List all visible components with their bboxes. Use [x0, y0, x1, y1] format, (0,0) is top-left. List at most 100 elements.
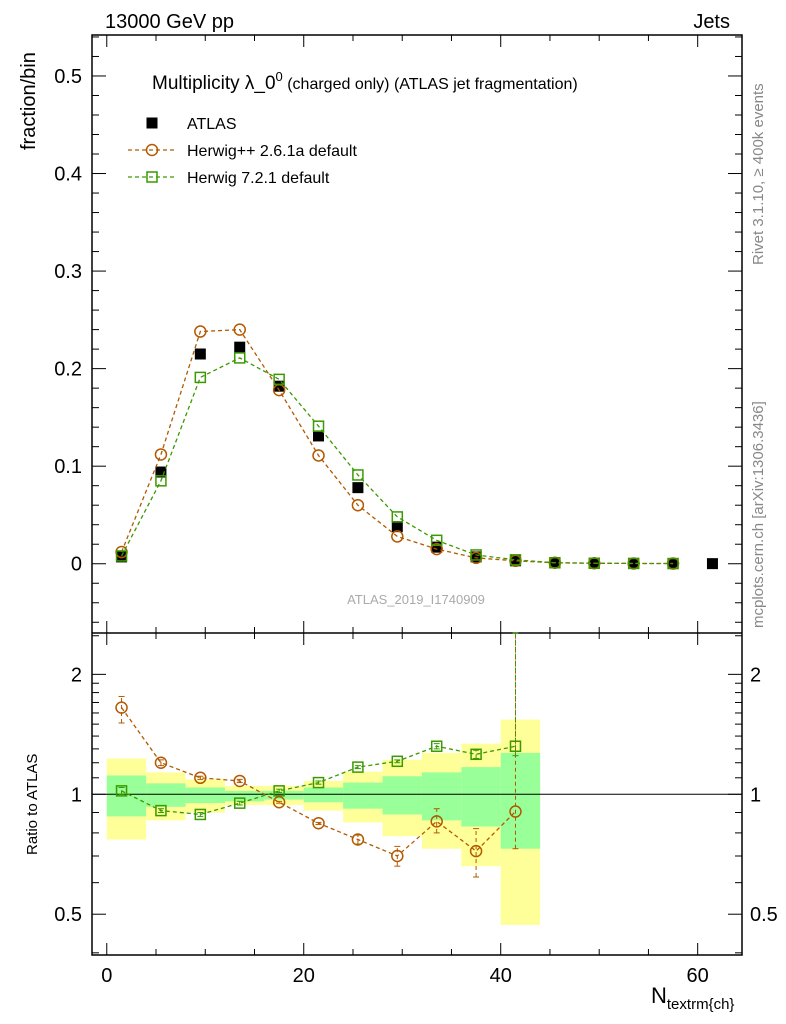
ratio-y-tick-label: 1	[71, 784, 82, 806]
point-herwig-7-2-1-default	[667, 557, 679, 570]
ratio-y-tick-label: 2	[71, 664, 82, 686]
legend-marker	[146, 117, 158, 129]
ratio-point-herwig-2-6-1a-default	[509, 805, 522, 818]
frame	[91, 34, 743, 956]
ratio-point-herwig-7-2-1-default	[509, 740, 522, 752]
point-herwig-7-2-1-default	[391, 511, 404, 523]
point-herwig-7-2-1-default	[588, 557, 601, 569]
x-tick-label: 60	[687, 965, 709, 987]
ratio-point-herwig-2-6-1a-default	[115, 701, 128, 714]
header-left: 13000 GeV pp	[105, 11, 234, 33]
ratio-y-tick-label-right: 0.5	[750, 904, 778, 926]
x-axis-label: Ntextrm{ch}	[651, 983, 734, 1013]
point-herwig-7-2-1-default	[194, 371, 207, 384]
ratio-point-herwig-7-2-1-default	[194, 808, 207, 821]
point-herwig-7-2-1-default	[233, 352, 246, 364]
band-green	[185, 787, 225, 804]
ratio-point-herwig-7-2-1-default	[470, 748, 482, 761]
ratio-point-herwig-7-2-1-default	[312, 776, 325, 789]
header-right: Jets	[693, 11, 730, 33]
point-herwig-7-2-1-default	[430, 534, 443, 547]
point-herwig-2-6-1a-default	[233, 323, 246, 336]
y-axis-label: fraction/bin	[18, 52, 40, 150]
ratio-point-herwig-2-6-1a-default	[272, 796, 286, 809]
ratio-point-herwig-2-6-1a-default	[233, 774, 246, 788]
point-herwig-2-6-1a-default	[312, 449, 325, 462]
band-green	[461, 767, 501, 827]
point-herwig-7-2-1-default	[352, 469, 364, 481]
ratio-y-axis-label: Ratio to ATLAS	[24, 754, 41, 855]
point-atlas	[509, 555, 521, 567]
point-herwig-2-6-1a-default	[351, 498, 365, 512]
y-tick-label: 0.1	[54, 456, 82, 478]
legend: ATLAS Herwig++ 2.6.1a default Herwig 7.2.1…	[128, 116, 357, 187]
ratio-point-herwig-7-2-1-default	[352, 761, 364, 773]
x-tick-label: 0	[101, 965, 112, 987]
point-atlas	[391, 521, 403, 533]
line-herwig-7-2-1-default	[120, 357, 674, 565]
mcplots-label: mcplots.cern.ch [arXiv:1306.3436]	[750, 401, 767, 628]
rivet-label: Rivet 3.1.10, ≥ 400k events	[750, 83, 767, 265]
y-tick-label: 0.4	[54, 164, 82, 186]
ratio-point-herwig-2-6-1a-default	[430, 815, 443, 828]
ratio-point-herwig-2-6-1a-default	[391, 849, 404, 863]
point-herwig-2-6-1a-default	[391, 530, 404, 543]
band-green	[224, 790, 265, 802]
watermark: ATLAS_2019_I1740909	[347, 592, 485, 607]
point-herwig-7-2-1-default	[470, 549, 482, 561]
ratio-y-tick-label-right: 1	[750, 784, 761, 806]
point-atlas	[470, 551, 482, 563]
band-green	[303, 787, 344, 803]
point-herwig-2-6-1a-default	[154, 448, 168, 461]
y-tick-label: 0	[71, 554, 82, 576]
legend-label: Herwig++ 2.6.1a default	[187, 143, 357, 160]
ratio-point-herwig-2-6-1a-default	[351, 833, 365, 846]
point-herwig-7-2-1-default	[115, 550, 128, 562]
ratio-point-herwig-7-2-1-default	[233, 797, 246, 809]
y-tick-label: 0.3	[54, 261, 82, 283]
point-herwig-2-6-1a-default	[194, 325, 207, 338]
y-tick-label: 0.5	[54, 66, 82, 88]
band-green	[343, 782, 383, 809]
ratio-point-herwig-7-2-1-default	[391, 755, 404, 768]
ratio-point-herwig-7-2-1-default	[273, 785, 285, 797]
ratio-y-tick-label-right: 2	[750, 664, 761, 686]
point-herwig-7-2-1-default	[155, 475, 167, 487]
ratio-point-herwig-2-6-1a-default	[194, 771, 207, 785]
legend-marker	[146, 171, 158, 183]
ratio-y-tick-label: 0.5	[54, 904, 82, 926]
point-herwig-7-2-1-default	[509, 554, 522, 566]
point-atlas	[628, 557, 640, 569]
chart-title: Multiplicity λ_00 (charged only) (ATLAS …	[152, 69, 578, 94]
legend-label: Herwig 7.2.1 default	[187, 170, 330, 187]
ratio-point-herwig-7-2-1-default	[115, 785, 128, 797]
point-atlas	[273, 380, 285, 392]
ratio-point-herwig-2-6-1a-default	[312, 816, 325, 830]
point-atlas	[431, 541, 443, 553]
point-atlas	[313, 430, 325, 442]
point-atlas	[194, 348, 206, 360]
point-herwig-7-2-1-default	[627, 557, 640, 570]
ratio-point-herwig-2-6-1a-default	[469, 844, 483, 858]
ratio-point-herwig-7-2-1-default	[155, 804, 167, 817]
point-herwig-2-6-1a-default	[430, 542, 443, 556]
point-herwig-7-2-1-default	[312, 420, 325, 432]
x-tick-label: 20	[293, 965, 315, 987]
x-tick-label: 40	[490, 965, 512, 987]
band-green	[500, 752, 541, 849]
band-green	[421, 772, 462, 821]
band-green	[146, 783, 186, 807]
point-herwig-7-2-1-default	[549, 557, 561, 569]
legend-marker	[145, 143, 159, 157]
ratio-point-herwig-7-2-1-default	[430, 740, 443, 752]
point-atlas	[155, 466, 167, 478]
point-herwig-7-2-1-default	[273, 373, 285, 386]
point-atlas	[234, 341, 246, 353]
ratio-point-herwig-2-6-1a-default	[154, 756, 168, 769]
point-atlas	[706, 558, 718, 570]
legend-label: ATLAS	[187, 116, 237, 133]
data-marks	[115, 323, 718, 878]
y-tick-label: 0.2	[54, 359, 82, 381]
axes: 0 20 40 60 0 0.1 0.2 0.3 0.4 0.5 0.5 0.5 1 1 2 2	[54, 34, 778, 987]
